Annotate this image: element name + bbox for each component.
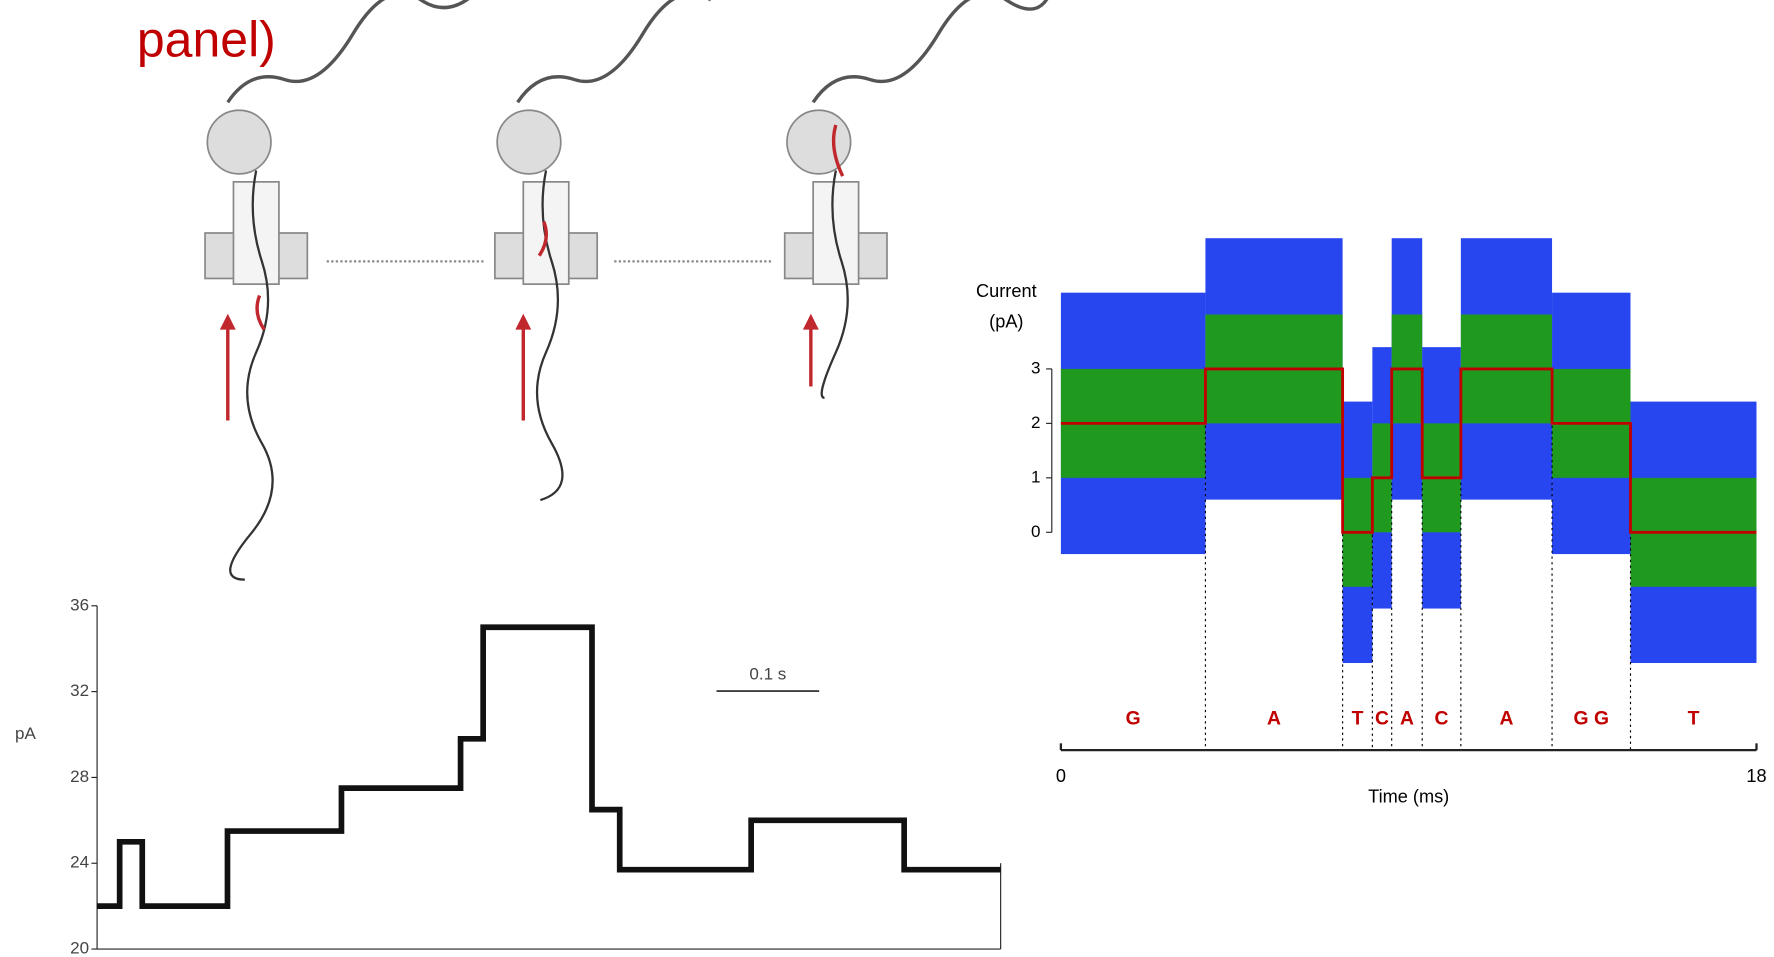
y-tick-label: 28 xyxy=(70,767,89,786)
base-label: A xyxy=(1499,709,1513,730)
base-label: G xyxy=(1126,709,1141,730)
y-tick-label: 20 xyxy=(70,939,89,957)
base-label: C xyxy=(1435,709,1449,730)
slide-title: panel) xyxy=(137,11,276,67)
pore-diagram xyxy=(205,0,1052,580)
y-tick-label: 1 xyxy=(1031,467,1040,486)
step-trace xyxy=(97,627,1001,906)
y-axis-label: (pA) xyxy=(989,312,1023,332)
y-tick-label: 0 xyxy=(1031,522,1040,541)
y-tick-label: 36 xyxy=(70,595,89,614)
x-tick-label: 0 xyxy=(1056,766,1066,786)
y-tick-label: 32 xyxy=(70,681,89,700)
y-tick-label: 2 xyxy=(1031,413,1040,432)
base-label: A xyxy=(1400,709,1414,730)
slide: panel) 20 24 28 32 36 pA 0.1 s 0 1 2 3 Current (pA) 0… xyxy=(0,0,1774,957)
base-label: T xyxy=(1352,709,1364,730)
scale-bar-label: 0.1 s xyxy=(749,665,786,684)
base-label: G G xyxy=(1574,709,1609,730)
y-axis-label: pA xyxy=(15,724,36,743)
base-label: A xyxy=(1267,709,1281,730)
page: panel) 20 24 28 32 36 pA 0.1 s 0 1 2 3 Current (pA) 0… xyxy=(0,0,1774,957)
y-axis-label: Current xyxy=(976,281,1037,301)
base-label: C xyxy=(1375,709,1389,730)
base-label: T xyxy=(1688,709,1700,730)
y-tick-label: 3 xyxy=(1031,358,1040,377)
x-tick-label: 18 xyxy=(1746,766,1766,786)
x-axis-label: Time (ms) xyxy=(1368,787,1449,807)
y-tick-label: 24 xyxy=(70,853,89,872)
